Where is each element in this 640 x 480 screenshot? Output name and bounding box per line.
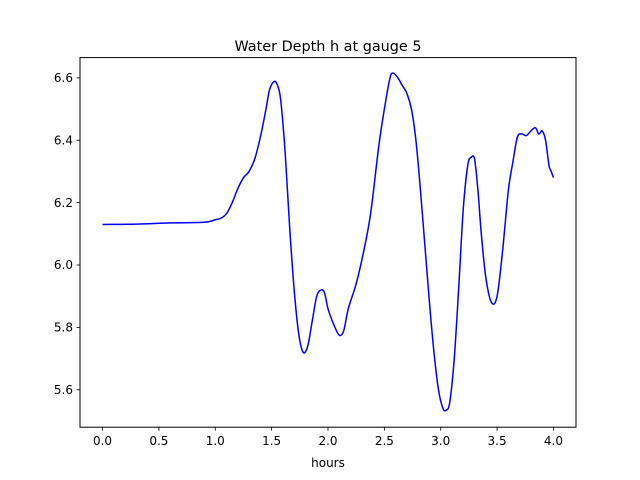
series-line-0 xyxy=(102,72,555,412)
x-tick-label: 2.5 xyxy=(375,434,394,448)
x-tick-label: 3.0 xyxy=(431,434,450,448)
x-tick-label: 2.0 xyxy=(318,434,337,448)
y-tick-label: 6.0 xyxy=(54,258,73,272)
chart-title: Water Depth h at gauge 5 xyxy=(234,39,421,55)
x-axis: 0.0 0.5 1.0 1.5 2.0 2.5 3.0 3.5 4.0 xyxy=(93,427,563,448)
y-axis: 5.6 5.8 6.0 6.2 6.4 6.6 xyxy=(54,71,80,397)
y-tick-label: 6.2 xyxy=(54,196,73,210)
x-tick-label: 1.0 xyxy=(206,434,225,448)
y-tick-label: 6.6 xyxy=(54,71,73,85)
y-tick-label: 5.8 xyxy=(54,321,73,335)
y-tick-label: 5.6 xyxy=(54,383,73,397)
x-tick-label: 1.5 xyxy=(262,434,281,448)
x-tick-label: 4.0 xyxy=(544,434,563,448)
x-tick-label: 3.5 xyxy=(488,434,507,448)
plot-area xyxy=(102,72,555,412)
x-tick-label: 0.5 xyxy=(149,434,168,448)
y-tick-label: 6.4 xyxy=(54,133,73,147)
x-axis-label: hours xyxy=(311,456,345,470)
x-tick-label: 0.0 xyxy=(93,434,112,448)
